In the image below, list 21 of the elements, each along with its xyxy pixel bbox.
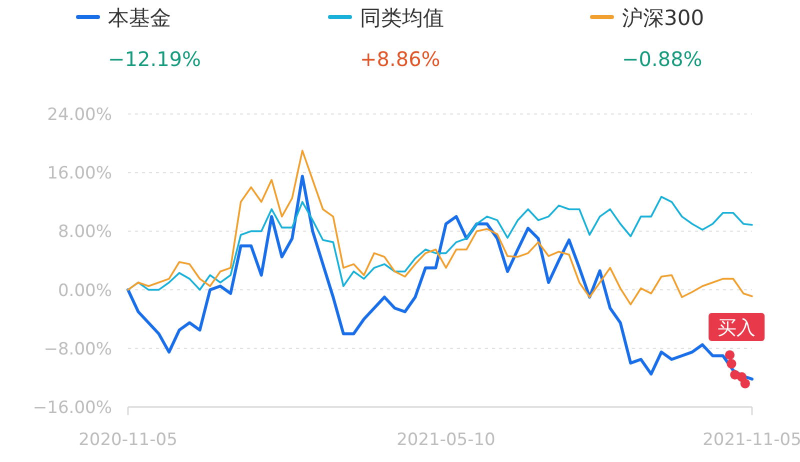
point (724, 350, 735, 360)
y-tick-label: 24.00% (47, 105, 112, 125)
y-tick-label: −8.00% (44, 339, 112, 360)
x-tick-label: 2020-11-05 (78, 430, 178, 450)
legend-label: 本基金 (108, 6, 171, 30)
y-tick-label: 8.00% (58, 222, 112, 242)
text: −0.88% (622, 47, 702, 71)
x-tick-label: 2021-05-10 (396, 430, 496, 450)
text: −12.19% (108, 47, 202, 71)
legend-label: 同类均值 (360, 6, 444, 30)
y-tick-label: 0.00% (58, 280, 112, 301)
y-tick-label: 16.00% (47, 164, 112, 184)
line-series (127, 150, 753, 306)
text: +8.86% (360, 47, 440, 71)
point (726, 358, 736, 369)
line-series (126, 174, 754, 381)
series-label: 买入 (718, 316, 756, 339)
legend-label: 沪深300 (622, 6, 704, 30)
y-tick-label: −16.00% (32, 398, 112, 418)
x-tick-label: 2021-11-05 (702, 430, 800, 450)
point (740, 378, 750, 388)
